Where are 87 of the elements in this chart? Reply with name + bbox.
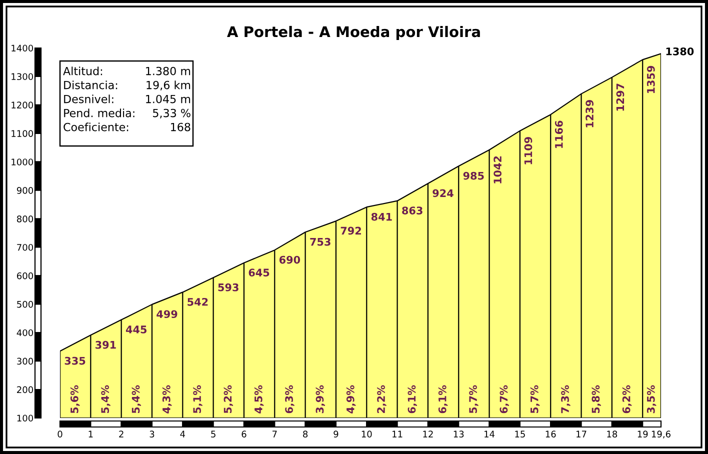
x-tick-label: 11 (392, 430, 402, 438)
y-tick-label: 1300 (12, 73, 34, 80)
y-tick-label: 900 (16, 187, 34, 194)
annotation: 5,6% (70, 385, 80, 414)
annotation: 3,9% (316, 385, 325, 414)
x-tick-label: 19 (638, 430, 648, 438)
data-label: 753 (310, 238, 330, 246)
y-tick-label: 1100 (12, 130, 34, 137)
data-label: 645 (248, 268, 270, 277)
annotation: 5,33 % (153, 108, 190, 118)
annotation: 168 (171, 122, 190, 132)
x-tick-label: 17 (576, 430, 586, 438)
data-label: 1380 (666, 47, 694, 56)
annotation: 1.045 m (146, 94, 190, 104)
data-label: 593 (218, 283, 238, 292)
data-label: 1297 (616, 84, 624, 111)
x-tick-label: 0 (58, 430, 62, 438)
y-tick-label: 800 (16, 216, 34, 222)
annotation: 5,4% (101, 385, 110, 414)
data-label: 391 (96, 340, 116, 349)
y-tick-label: 600 (17, 272, 34, 280)
x-tick-label: 16 (546, 430, 556, 438)
data-label: 841 (371, 212, 392, 221)
annotation: 5,1% (193, 385, 202, 414)
annotation: 1.380 m (146, 66, 190, 76)
annotation: 3,5% (646, 385, 656, 414)
annotation: 6,1% (408, 385, 417, 414)
annotation: 6,2% (622, 385, 632, 414)
x-tick-label: 3 (150, 430, 154, 438)
data-label: 1359 (646, 66, 655, 94)
x-tick-label: 4 (180, 430, 186, 438)
data-label: 924 (432, 189, 454, 198)
y-tick-label: 200 (17, 386, 34, 394)
annotation: Distancia: (64, 80, 118, 90)
x-tick-label: 2 (119, 430, 124, 438)
annotation: 5,7% (469, 385, 478, 414)
data-label: 542 (188, 298, 208, 306)
chart-title: A Portela - A Moeda por Viloira (227, 26, 480, 40)
data-label: 335 (64, 356, 86, 365)
x-tick-label: 10 (362, 430, 372, 438)
annotation: 7,3% (561, 385, 570, 414)
data-label: 1239 (586, 100, 594, 128)
y-tick-label: 100 (17, 414, 34, 422)
annotation: Altitud: (63, 66, 102, 76)
annotation: 4,9% (346, 385, 356, 414)
annotation: Desnivel: (64, 94, 114, 104)
annotation: Coeficiente: (64, 122, 128, 132)
x-tick-label: 13 (454, 430, 464, 438)
x-tick-label: 8 (303, 430, 308, 438)
data-label: 499 (156, 310, 178, 318)
data-label: 690 (279, 256, 300, 264)
annotation: 6,3% (285, 385, 294, 414)
data-label: 792 (340, 226, 361, 235)
y-tick-label: 1200 (12, 102, 34, 108)
annotation: 5,8% (592, 385, 601, 414)
y-tick-label: 300 (17, 358, 34, 365)
data-label: 445 (126, 326, 147, 334)
x-tick-label: 12 (423, 430, 433, 438)
annotation: 5,2% (224, 385, 233, 414)
annotation: 6,1% (438, 385, 448, 414)
annotation: 19,6 km (146, 80, 190, 90)
x-tick-label: 6 (242, 430, 246, 438)
y-tick-label: 700 (17, 244, 34, 251)
x-tick-label: 15 (515, 430, 525, 438)
annotation: 4,5% (254, 385, 264, 414)
x-tick-label: 18 (607, 430, 618, 438)
x-tick-label: 7 (272, 430, 277, 438)
data-label: 1109 (524, 137, 532, 164)
y-tick-label: 1000 (12, 158, 34, 166)
x-tick-label: 9 (334, 430, 338, 438)
annotation: 6,7% (500, 385, 509, 414)
y-tick-label: 1400 (12, 44, 34, 52)
y-tick-label: 400 (16, 329, 34, 336)
annotation: Pend. media: (64, 108, 134, 118)
annotation: 5,4% (132, 385, 142, 414)
data-label: 985 (463, 172, 484, 180)
y-tick-label: 500 (17, 300, 34, 308)
annotation: 5,7% (530, 385, 540, 414)
x-tick-label: 14 (484, 430, 495, 438)
annotation: 4,3% (162, 385, 172, 414)
data-label: 863 (402, 206, 422, 214)
x-tick-label: 19,6 (652, 430, 670, 438)
data-label: 1042 (494, 156, 502, 184)
x-tick-label: 5 (211, 430, 216, 438)
data-label: 1166 (554, 120, 563, 148)
annotation: 2,2% (377, 385, 386, 414)
x-tick-label: 1 (88, 430, 93, 438)
